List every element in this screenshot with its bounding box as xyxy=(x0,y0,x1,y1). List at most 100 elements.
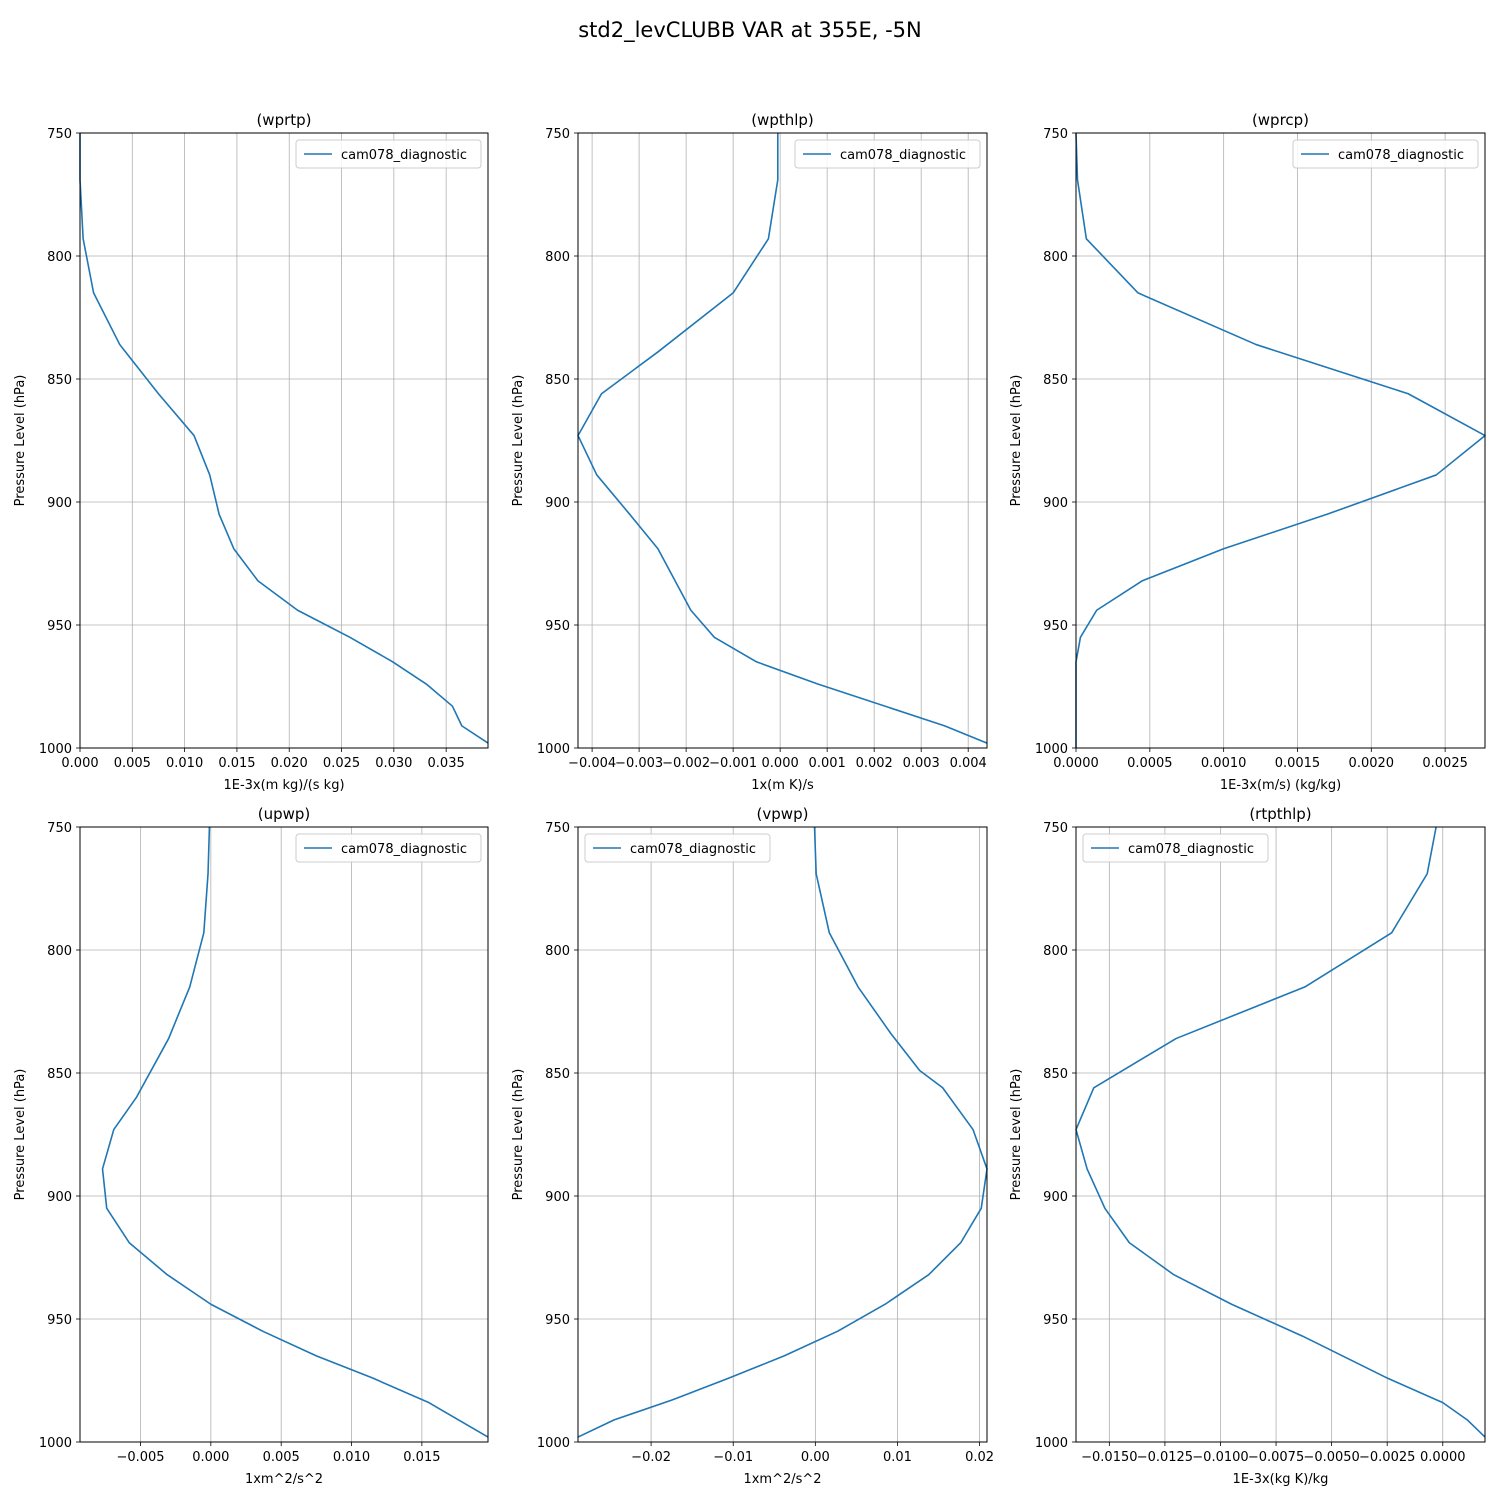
y-tick-label: 1000 xyxy=(537,1436,570,1451)
y-tick-label: 850 xyxy=(545,373,570,388)
x-tick-label: 0.025 xyxy=(323,756,360,771)
x-tick-label: 0.0000 xyxy=(1420,1450,1466,1465)
x-tick-label: 0.005 xyxy=(114,756,151,771)
legend-label: cam078_diagnostic xyxy=(630,842,756,857)
series-line xyxy=(577,133,988,744)
x-tick-label: 0.0000 xyxy=(1053,756,1099,771)
series-line xyxy=(1075,826,1486,1438)
x-tick-label: −0.002 xyxy=(662,756,710,771)
y-tick-label: 950 xyxy=(545,619,570,634)
y-axis-label: Pressure Level (hPa) xyxy=(13,375,28,507)
x-tick-label: 0.00 xyxy=(801,1450,830,1465)
panel-0: 0.000 0.005 0.010 0.015 0.020 0.025 0.030 0.035… xyxy=(13,111,489,793)
legend-box xyxy=(295,139,482,169)
x-tick-label: −0.0025 xyxy=(1359,1450,1415,1465)
x-tick-label: 0.020 xyxy=(271,756,308,771)
x-tick-label: 0.0020 xyxy=(1349,756,1395,771)
x-tick-label: 0.001 xyxy=(809,756,846,771)
x-tick-label: −0.004 xyxy=(568,756,616,771)
x-tick-label: 0.000 xyxy=(192,1450,229,1465)
y-tick-label: 850 xyxy=(1043,373,1068,388)
y-tick-label: 850 xyxy=(47,1067,72,1082)
y-tick-label: 1000 xyxy=(1035,1436,1068,1451)
panel-5: −0.0150 −0.0125 −0.0100 −0.0075 −0.0050 −0.00… xyxy=(1009,805,1486,1487)
legend: cam078_diagnostic xyxy=(295,833,482,863)
panels: 0.000 0.005 0.010 0.015 0.020 0.025 0.030 0.035… xyxy=(13,111,1486,1487)
y-tick-label: 800 xyxy=(47,944,72,959)
plot-area xyxy=(578,133,987,748)
x-tick-label: 0.015 xyxy=(403,1450,440,1465)
x-axis-label: 1xm^2/s^2 xyxy=(743,1472,821,1487)
y-tick-label: 950 xyxy=(545,1313,570,1328)
legend-box xyxy=(1082,833,1269,863)
y-tick-label: 900 xyxy=(545,496,570,511)
x-tick-label: −0.0150 xyxy=(1081,1450,1137,1465)
x-tick-label: 0.035 xyxy=(428,756,465,771)
y-tick-label: 750 xyxy=(545,821,570,836)
axes-frame xyxy=(577,826,988,1443)
x-tick-label: 0.01 xyxy=(883,1450,912,1465)
legend: cam078_diagnostic xyxy=(295,139,482,169)
axes-frame xyxy=(79,826,489,1443)
series-line xyxy=(79,133,489,744)
y-tick-label: 950 xyxy=(1043,619,1068,634)
legend-label: cam078_diagnostic xyxy=(341,842,467,857)
x-tick-label: −0.001 xyxy=(709,756,757,771)
panel-title: (rtpthlp) xyxy=(1249,805,1311,823)
axes-frame xyxy=(1075,826,1486,1443)
x-axis-label: 1E-3x(kg K)/kg xyxy=(1233,1472,1329,1487)
y-tick-label: 1000 xyxy=(1035,742,1068,757)
x-tick-label: 0.0010 xyxy=(1201,756,1247,771)
y-tick-label: 1000 xyxy=(537,742,570,757)
x-tick-label: 0.0025 xyxy=(1422,756,1468,771)
x-tick-label: −0.0100 xyxy=(1192,1450,1248,1465)
y-axis-label: Pressure Level (hPa) xyxy=(511,1069,526,1201)
x-tick-label: 0.0015 xyxy=(1275,756,1321,771)
x-tick-label: −0.01 xyxy=(713,1450,753,1465)
y-tick-label: 800 xyxy=(545,250,570,265)
legend-label: cam078_diagnostic xyxy=(1338,148,1464,163)
x-tick-label: 0.010 xyxy=(166,756,203,771)
x-axis-label: 1E-3x(m kg)/(s kg) xyxy=(223,778,344,793)
x-axis-label: 1E-3x(m/s) (kg/kg) xyxy=(1220,778,1341,793)
y-tick-label: 750 xyxy=(1043,127,1068,142)
y-tick-label: 800 xyxy=(1043,250,1068,265)
panel-title: (wprtp) xyxy=(256,111,311,129)
y-tick-label: 750 xyxy=(47,127,72,142)
y-tick-label: 900 xyxy=(47,1190,72,1205)
panel-title: (wprcp) xyxy=(1252,111,1309,129)
x-tick-label: −0.0075 xyxy=(1248,1450,1304,1465)
legend-box xyxy=(584,833,771,863)
y-tick-label: 900 xyxy=(1043,1190,1068,1205)
y-tick-label: 800 xyxy=(1043,944,1068,959)
figure-title: std2_levCLUBB VAR at 355E, -5N xyxy=(578,18,922,43)
y-axis-label: Pressure Level (hPa) xyxy=(1009,375,1024,507)
plot-area xyxy=(1076,133,1485,748)
x-tick-label: 0.02 xyxy=(965,1450,994,1465)
panel-title: (vpwp) xyxy=(757,805,809,823)
legend-label: cam078_diagnostic xyxy=(1128,842,1254,857)
x-tick-label: 0.005 xyxy=(263,1450,300,1465)
panel-title: (upwp) xyxy=(258,805,311,823)
legend: cam078_diagnostic xyxy=(1292,139,1479,169)
x-tick-label: 0.030 xyxy=(375,756,412,771)
y-axis-label: Pressure Level (hPa) xyxy=(511,375,526,507)
axes-frame xyxy=(79,132,489,749)
panel-3: −0.005 0.000 0.005 0.010 0.015 750 800 850 900 95… xyxy=(13,805,489,1487)
x-tick-label: 0.010 xyxy=(333,1450,370,1465)
x-tick-label: −0.003 xyxy=(615,756,663,771)
y-tick-label: 750 xyxy=(47,821,72,836)
y-tick-label: 900 xyxy=(1043,496,1068,511)
axes-frame xyxy=(1075,132,1486,749)
x-tick-label: −0.0050 xyxy=(1303,1450,1359,1465)
legend-box xyxy=(794,139,981,169)
y-tick-label: 750 xyxy=(1043,821,1068,836)
legend: cam078_diagnostic xyxy=(584,833,771,863)
y-tick-label: 900 xyxy=(545,1190,570,1205)
x-tick-label: 0.003 xyxy=(903,756,940,771)
y-tick-label: 900 xyxy=(47,496,72,511)
legend-box xyxy=(295,833,482,863)
y-tick-label: 750 xyxy=(545,127,570,142)
x-tick-label: 0.000 xyxy=(61,756,98,771)
y-tick-label: 1000 xyxy=(39,742,72,757)
